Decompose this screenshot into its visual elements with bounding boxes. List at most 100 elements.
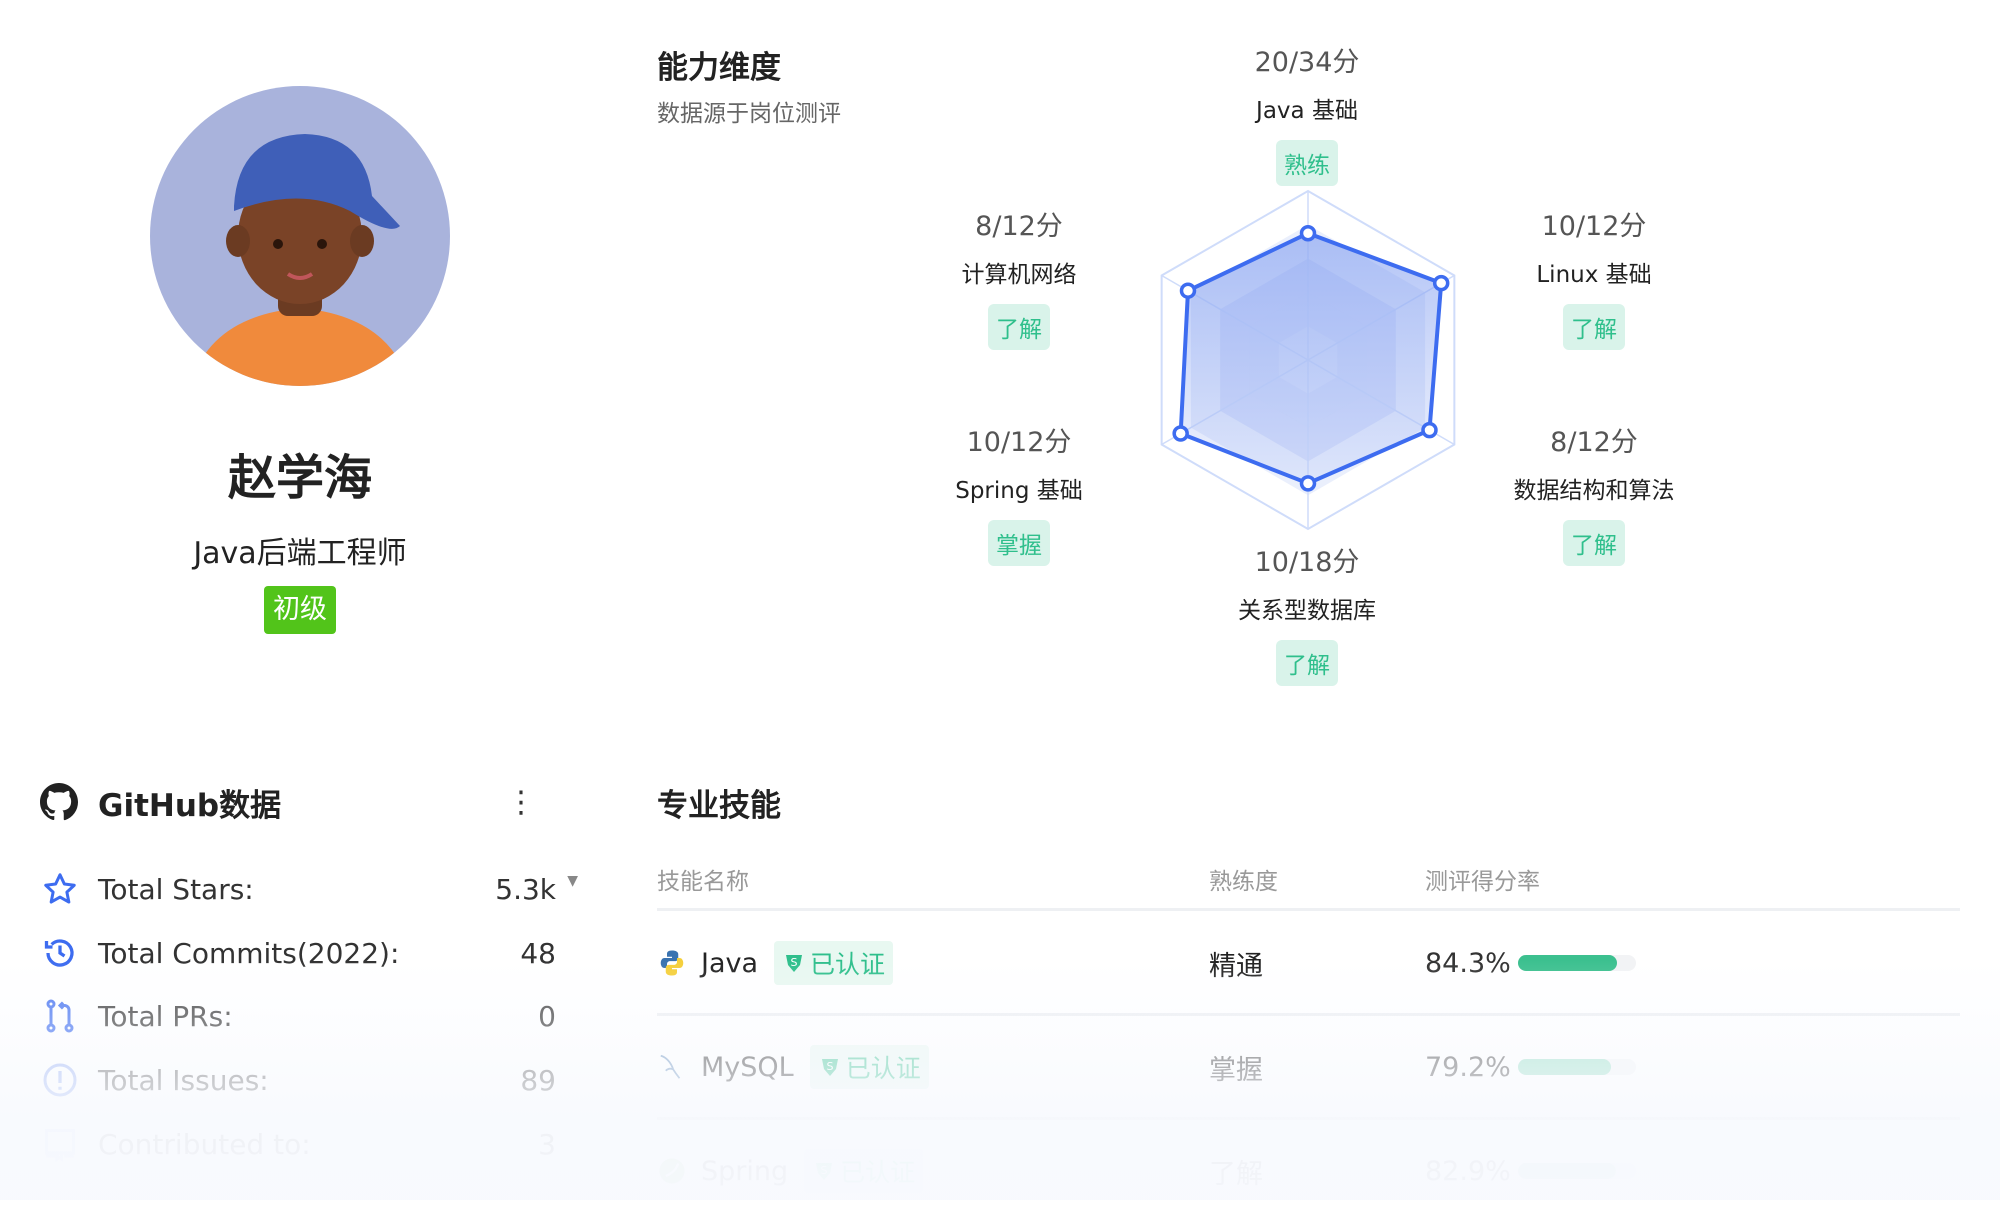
skill-rate: 82.9% <box>1425 1155 1511 1187</box>
radar-subtitle: 数据源于岗位测评 <box>657 101 841 127</box>
col-header-name: 技能名称 <box>657 869 749 895</box>
skill-rate-bar-fill <box>1518 1163 1616 1179</box>
radar-point[interactable] <box>1179 282 1197 299</box>
certified-shield-icon: S <box>821 1059 838 1076</box>
certified-shield-icon: S <box>816 1163 833 1180</box>
radar-title: 能力维度 <box>657 50 781 86</box>
pull-request-icon <box>40 996 80 1036</box>
skill-name: Spring <box>701 1155 789 1187</box>
skill-rate-bar <box>1518 1059 1636 1075</box>
github-stat-row: Contributed to: 3 <box>40 1119 560 1169</box>
col-header-level: 熟练度 <box>1209 869 1278 895</box>
certified-label: 已认证 <box>840 1158 916 1187</box>
level-badge: 初级 <box>264 586 336 634</box>
issue-icon <box>40 1060 80 1100</box>
radar-point[interactable] <box>1172 425 1189 442</box>
radar-point[interactable] <box>1299 225 1317 242</box>
skill-level: 了解 <box>1209 1158 1263 1190</box>
radar-axis-level-badge: 掌握 <box>988 520 1050 566</box>
radar-point[interactable] <box>1432 274 1450 292</box>
avatar <box>150 86 450 386</box>
certified-label: 已认证 <box>845 1054 921 1083</box>
skill-name: MySQL <box>701 1051 794 1083</box>
skill-row[interactable]: MySQL S 已认证 掌握 79.2% <box>657 1032 1960 1102</box>
avatar-illustration <box>190 134 410 386</box>
svg-text:S: S <box>821 1164 828 1177</box>
radar-axis-level-badge: 了解 <box>1563 520 1625 566</box>
github-stat-label: Contributed to: <box>98 1127 311 1161</box>
github-stat-row: Total Issues: 89 <box>40 1055 560 1105</box>
certified-badge: S 已认证 <box>809 1045 929 1089</box>
radar-axis-score: 20/34分 <box>1254 47 1360 78</box>
github-stat-value-text: 89 <box>520 1063 556 1097</box>
github-title: GitHub数据 <box>98 787 282 824</box>
mysql-dolphin-icon <box>657 1052 687 1082</box>
certified-shield-icon: S <box>786 955 803 972</box>
github-stat-row: Total PRs: 0 <box>40 991 560 1041</box>
star-icon <box>40 869 80 909</box>
svg-text:S: S <box>826 1060 833 1073</box>
skill-rate: 79.2% <box>1425 1051 1511 1083</box>
radar-axis-score: 10/18分 <box>1254 547 1360 578</box>
certified-badge: S 已认证 <box>804 1149 924 1193</box>
skill-rate-bar <box>1518 955 1636 971</box>
svg-text:S: S <box>791 956 798 969</box>
skill-row[interactable]: Spring S 已认证 了解 82.9% <box>657 1136 1960 1206</box>
radar-axis-name: Linux 基础 <box>1536 262 1652 288</box>
radar-axis-name: Java 基础 <box>1256 98 1358 124</box>
github-stat-value-text: 5.3k <box>495 872 556 906</box>
skill-rate-bar <box>1518 1163 1636 1179</box>
skill-rate-bar-fill <box>1518 1059 1612 1075</box>
radar-point[interactable] <box>1299 475 1317 492</box>
profile-name: 赵学海 <box>227 450 373 506</box>
radar-point[interactable] <box>1421 421 1438 439</box>
skills-title: 专业技能 <box>657 788 781 824</box>
radar-axis-score: 10/12分 <box>966 427 1072 458</box>
radar-axis-level-badge: 了解 <box>1276 640 1338 686</box>
skill-rate: 84.3% <box>1425 947 1511 979</box>
header-divider <box>657 908 1960 911</box>
spring-icon <box>657 1156 687 1186</box>
skill-row[interactable]: Java S 已认证 精通 84.3% <box>657 928 1960 998</box>
skill-level: 精通 <box>1209 950 1263 982</box>
github-icon <box>40 783 78 821</box>
github-stat-value-text: 3 <box>538 1127 556 1161</box>
more-menu-icon[interactable]: ⋮ <box>506 784 536 820</box>
github-stat-label: Total Stars: <box>98 872 254 906</box>
github-stat-label: Total PRs: <box>98 999 233 1033</box>
sort-caret-icon[interactable]: ▼ <box>567 872 578 889</box>
github-stat-label: Total Commits(2022): <box>98 936 400 970</box>
github-stat-row: Total Stars: 5.3k ▼ <box>40 864 578 914</box>
row-divider <box>657 1013 1960 1016</box>
python-icon <box>657 948 687 978</box>
radar-axis-name: Spring 基础 <box>955 478 1083 504</box>
github-stat-value: 48 <box>460 937 560 970</box>
certified-label: 已认证 <box>810 950 886 979</box>
radar-axis-score: 8/12分 <box>975 211 1063 242</box>
skill-rate-bar-fill <box>1518 955 1618 971</box>
radar-axis-name: 关系型数据库 <box>1238 598 1376 624</box>
certified-badge: S 已认证 <box>774 941 894 985</box>
radar-axis-level-badge: 了解 <box>1563 304 1625 350</box>
github-stat-value: 89 <box>460 1064 560 1097</box>
github-stat-value: 5.3k ▼ <box>460 872 578 906</box>
radar-axis-name: 数据结构和算法 <box>1513 478 1675 504</box>
col-header-rate: 测评得分率 <box>1425 869 1540 895</box>
skill-name: Java <box>701 947 759 979</box>
github-stat-value: 0 <box>460 1000 560 1033</box>
radar-axis-score: 8/12分 <box>1550 427 1638 458</box>
job-title: Java后端工程师 <box>193 536 407 571</box>
github-stat-value: 3 <box>460 1128 560 1161</box>
radar-axis-score: 10/12分 <box>1541 211 1647 242</box>
github-stat-value-text: 0 <box>538 999 556 1033</box>
github-stat-label: Total Issues: <box>98 1063 269 1097</box>
radar-axis-name: 计算机网络 <box>961 262 1077 288</box>
github-header: GitHub数据 ⋮ <box>40 780 560 824</box>
radar-chart <box>1160 189 1456 531</box>
github-stat-row: Total Commits(2022): 48 <box>40 928 560 978</box>
radar-axis-level-badge: 熟练 <box>1276 140 1338 186</box>
github-stat-value-text: 48 <box>520 936 556 970</box>
history-icon <box>40 933 80 973</box>
repo-icon <box>40 1124 80 1164</box>
row-divider <box>657 1117 1960 1120</box>
